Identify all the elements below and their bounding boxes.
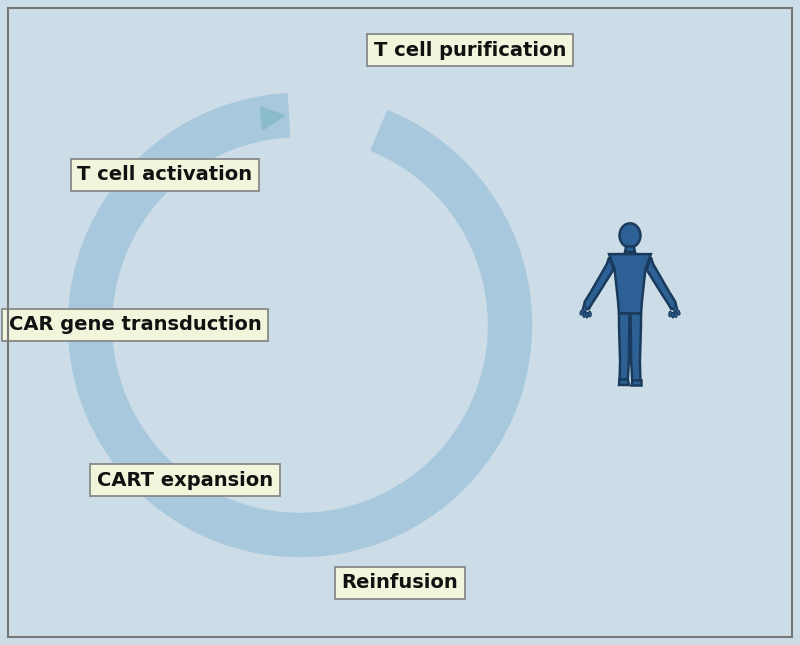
Ellipse shape <box>580 310 583 315</box>
Text: CART expansion: CART expansion <box>97 470 273 490</box>
Ellipse shape <box>677 310 680 315</box>
Polygon shape <box>583 257 614 309</box>
Ellipse shape <box>674 312 677 317</box>
Polygon shape <box>631 379 641 385</box>
Polygon shape <box>609 254 651 313</box>
Ellipse shape <box>583 306 586 312</box>
Text: T cell activation: T cell activation <box>78 166 253 184</box>
Text: Reinfusion: Reinfusion <box>342 573 458 593</box>
Polygon shape <box>619 313 630 381</box>
Polygon shape <box>646 257 677 309</box>
Text: T cell purification: T cell purification <box>374 41 566 59</box>
Ellipse shape <box>669 312 671 317</box>
Ellipse shape <box>671 312 674 318</box>
Polygon shape <box>619 379 629 385</box>
Ellipse shape <box>586 312 589 318</box>
Ellipse shape <box>583 312 586 317</box>
Ellipse shape <box>589 312 591 317</box>
Ellipse shape <box>674 306 677 312</box>
Polygon shape <box>625 246 635 252</box>
Ellipse shape <box>619 223 641 248</box>
Text: CAR gene transduction: CAR gene transduction <box>9 315 262 335</box>
Polygon shape <box>630 313 641 381</box>
